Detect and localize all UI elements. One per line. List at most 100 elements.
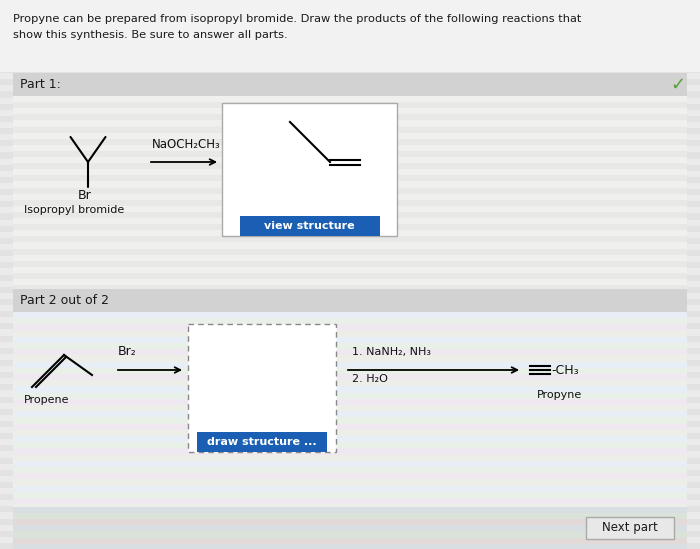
Bar	[0, 525, 700, 531]
Text: Part 1:: Part 1:	[20, 78, 61, 91]
Bar	[13, 519, 687, 525]
Bar	[13, 486, 687, 492]
Bar	[13, 126, 687, 133]
Bar	[13, 473, 687, 479]
Bar	[0, 141, 700, 147]
Bar	[13, 279, 687, 285]
Bar	[0, 537, 700, 543]
Bar	[13, 507, 687, 549]
Bar	[13, 531, 687, 537]
Bar	[0, 287, 700, 293]
Bar	[0, 86, 700, 92]
Bar	[13, 267, 687, 273]
Bar	[0, 67, 700, 73]
Bar	[13, 411, 687, 417]
Text: draw structure ...: draw structure ...	[207, 437, 317, 447]
Bar	[197, 432, 327, 452]
Bar	[13, 507, 687, 513]
Bar	[0, 408, 700, 415]
Bar	[0, 366, 700, 372]
Bar	[0, 31, 700, 37]
Bar	[13, 430, 687, 436]
Bar	[13, 236, 687, 243]
Bar	[0, 208, 700, 214]
Bar	[0, 98, 700, 104]
Bar	[13, 169, 687, 175]
Bar	[0, 55, 700, 61]
Bar	[0, 153, 700, 159]
Bar	[0, 348, 700, 354]
Bar	[0, 512, 700, 518]
Bar	[0, 110, 700, 116]
Bar	[13, 461, 687, 467]
Text: Propyne can be prepared from isopropyl bromide. Draw the products of the followi: Propyne can be prepared from isopropyl b…	[13, 14, 582, 24]
Bar	[0, 6, 700, 12]
Bar	[0, 43, 700, 49]
Bar	[239, 216, 379, 236]
Bar	[0, 317, 700, 323]
Bar	[0, 274, 700, 281]
Bar	[13, 349, 687, 355]
Bar	[13, 120, 687, 126]
Bar	[13, 194, 687, 200]
Bar	[13, 362, 687, 368]
Bar	[0, 122, 700, 128]
Text: view structure: view structure	[264, 221, 355, 231]
Bar	[13, 455, 687, 461]
Bar	[13, 537, 687, 544]
Bar	[0, 354, 700, 360]
Bar	[13, 255, 687, 261]
Bar	[0, 488, 700, 494]
Bar	[13, 96, 687, 102]
Bar	[0, 189, 700, 195]
Bar	[0, 0, 700, 6]
Text: Part 2 out of 2: Part 2 out of 2	[20, 294, 109, 307]
Bar	[13, 380, 687, 386]
Bar	[0, 79, 700, 86]
Bar	[13, 513, 687, 519]
Bar	[0, 214, 700, 220]
Bar	[0, 500, 700, 506]
Bar	[0, 470, 700, 476]
Bar	[13, 442, 687, 449]
Bar	[0, 24, 700, 31]
Bar	[13, 368, 687, 374]
Bar	[13, 206, 687, 212]
Bar	[13, 479, 687, 486]
Bar	[0, 494, 700, 500]
Text: Propene: Propene	[24, 395, 69, 405]
Bar	[0, 232, 700, 238]
Bar	[13, 393, 687, 399]
Bar	[13, 417, 687, 424]
Bar	[0, 433, 700, 439]
Bar	[13, 218, 687, 224]
Bar	[0, 482, 700, 488]
Bar	[13, 544, 687, 549]
Bar	[13, 318, 687, 324]
Bar	[13, 230, 687, 236]
Bar	[0, 506, 700, 512]
Bar	[188, 324, 336, 452]
Bar	[13, 312, 687, 318]
Bar	[0, 372, 700, 378]
Bar	[0, 165, 700, 171]
Bar	[0, 451, 700, 457]
Bar	[13, 405, 687, 411]
Text: NaOCH₂CH₃: NaOCH₂CH₃	[152, 138, 220, 151]
Bar	[0, 457, 700, 463]
Bar	[0, 37, 700, 43]
Bar	[13, 343, 687, 349]
Bar	[0, 305, 700, 311]
Bar	[13, 133, 687, 139]
Bar	[13, 467, 687, 473]
Bar	[0, 134, 700, 141]
Bar	[0, 384, 700, 390]
Bar	[13, 525, 687, 531]
Bar	[13, 175, 687, 181]
Bar	[13, 449, 687, 455]
Bar	[0, 128, 700, 134]
Bar	[13, 330, 687, 337]
Bar	[13, 73, 687, 96]
Bar	[0, 335, 700, 341]
Bar	[0, 329, 700, 335]
